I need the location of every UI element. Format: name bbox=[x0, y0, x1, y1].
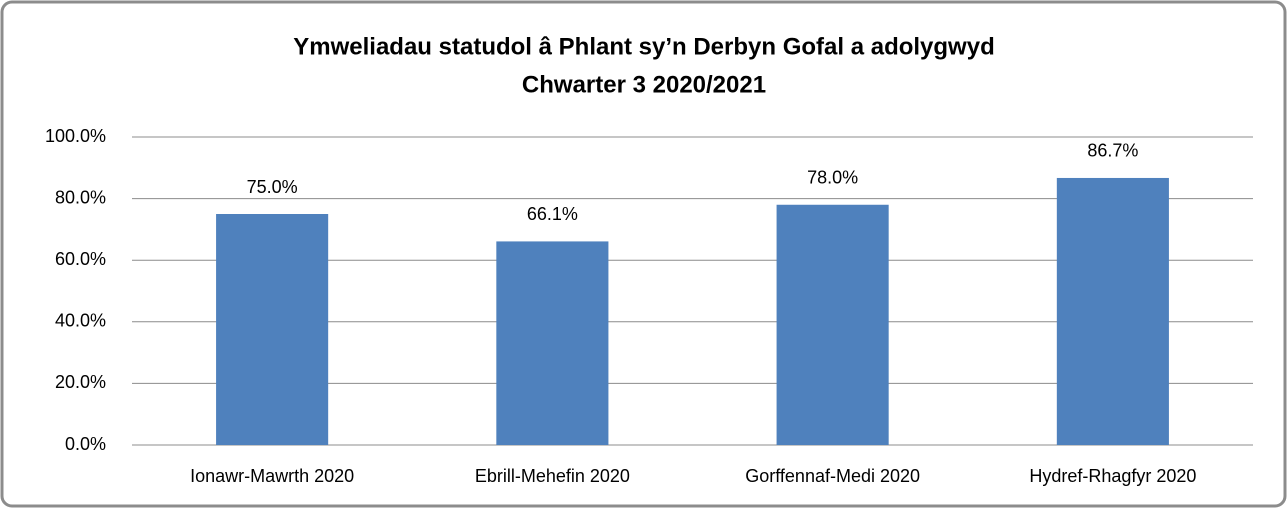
bar bbox=[1056, 177, 1169, 446]
chart-title: Ymweliadau statudol â Phlant sy’n Derbyn… bbox=[293, 33, 994, 60]
y-tick-label: 40.0% bbox=[55, 311, 106, 331]
y-tick-label: 100.0% bbox=[45, 126, 106, 146]
data-label: 78.0% bbox=[807, 168, 858, 188]
y-tick-label: 80.0% bbox=[55, 187, 106, 207]
data-label: 75.0% bbox=[247, 177, 298, 197]
bar bbox=[496, 241, 609, 445]
y-tick-label: 60.0% bbox=[55, 249, 106, 269]
chart-title: Chwarter 3 2020/2021 bbox=[522, 71, 766, 98]
y-tick-label: 0.0% bbox=[65, 434, 106, 454]
y-tick-label: 20.0% bbox=[55, 372, 106, 392]
x-tick-label: Gorffennaf-Medi 2020 bbox=[745, 466, 920, 486]
x-tick-label: Ebrill-Mehefin 2020 bbox=[475, 466, 630, 486]
data-label: 86.7% bbox=[1087, 141, 1138, 161]
x-tick-label: Ionawr-Mawrth 2020 bbox=[190, 466, 354, 486]
x-tick-label: Hydref-Rhagfyr 2020 bbox=[1029, 466, 1196, 486]
data-label: 66.1% bbox=[527, 204, 578, 224]
bar bbox=[776, 204, 889, 445]
bar bbox=[216, 214, 329, 445]
